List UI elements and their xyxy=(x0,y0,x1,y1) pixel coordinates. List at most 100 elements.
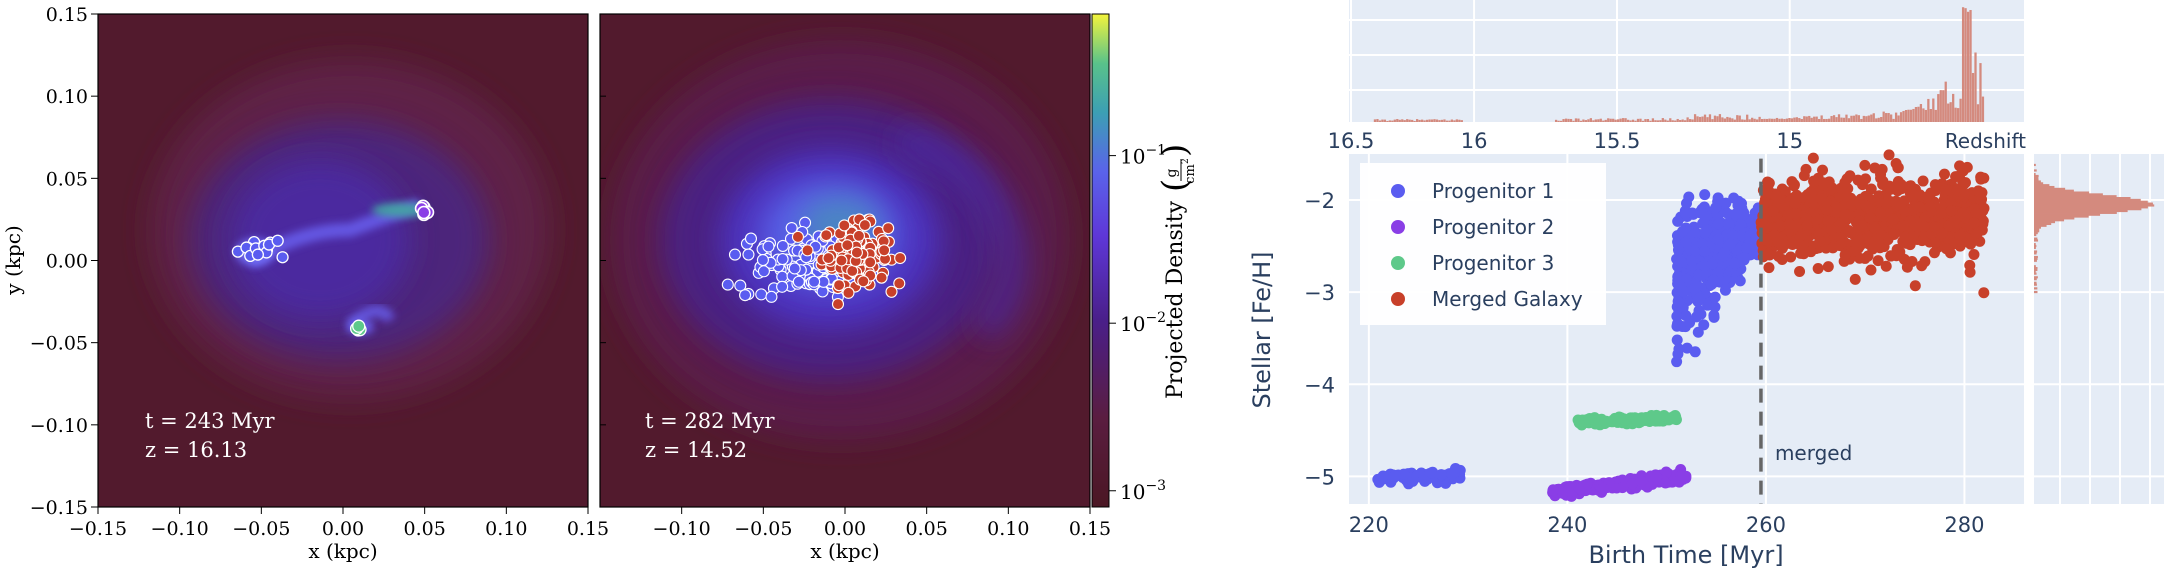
redshift-ticks: 16.5 16 15.5 15 xyxy=(1328,129,1804,153)
scatter-point xyxy=(1959,212,1971,224)
right-hist-bar xyxy=(2034,197,2131,200)
top-hist-bar xyxy=(1614,119,1617,122)
scatter-point xyxy=(1699,189,1711,201)
scatter-point xyxy=(1377,470,1389,482)
scatter-point xyxy=(1916,260,1928,272)
star-marker-merged xyxy=(882,222,895,235)
top-hist-bar xyxy=(1897,115,1900,122)
star-marker-merged xyxy=(864,256,877,269)
top-hist-bar xyxy=(1969,9,1972,123)
top-hist-bar xyxy=(1765,118,1769,122)
scatter-point xyxy=(1631,414,1643,426)
top-hist-bar xyxy=(1887,113,1890,122)
top-hist-bar xyxy=(1857,115,1861,122)
scatter-point xyxy=(1839,177,1851,189)
scatter-point xyxy=(1689,283,1701,295)
colorbar-tick-label: 10−1 xyxy=(1120,143,1166,169)
top-hist-bar xyxy=(1919,104,1923,122)
xtick-label-left: 0.10 xyxy=(485,518,527,540)
top-hist-bar xyxy=(1639,118,1642,122)
ytick-label-left: −0.15 xyxy=(30,497,88,519)
top-histogram: 16.5 16 15.5 15 Redshift xyxy=(1328,0,2026,153)
top-hist-bar xyxy=(1954,107,1957,122)
panel-left-gas xyxy=(98,14,588,507)
scatter-point xyxy=(1961,161,1973,173)
top-hist-bar xyxy=(1599,118,1602,122)
legend-item-progenitor-2[interactable]: Progenitor 2 xyxy=(1391,215,1554,239)
star-marker-progenitor-1 xyxy=(765,290,778,303)
star-marker-merged xyxy=(841,239,854,252)
scatter-point xyxy=(1880,197,1892,209)
scatter-point xyxy=(1671,334,1683,346)
top-hist-bar xyxy=(1981,96,1985,122)
scatter-point xyxy=(1822,215,1834,227)
right-hist-bar xyxy=(2034,233,2037,237)
legend-item-merged-galaxy[interactable]: Merged Galaxy xyxy=(1391,287,1583,311)
scatter-point xyxy=(1782,208,1794,220)
top-hist-bar xyxy=(1428,119,1431,122)
top-hist-bar xyxy=(1832,115,1836,122)
top-hist-bar xyxy=(1587,119,1590,122)
star-marker-progenitor-3 xyxy=(352,319,366,333)
scatter-point xyxy=(1849,273,1861,285)
scatter-point xyxy=(1776,253,1788,265)
scatter-point xyxy=(1651,471,1663,483)
top-hist-bar xyxy=(1909,109,1913,122)
top-hist-bar xyxy=(1840,117,1843,122)
scatter-point xyxy=(1788,180,1800,192)
top-hist-bar xyxy=(1721,117,1724,122)
right-hist-bar xyxy=(2034,193,2103,196)
top-hist-bar xyxy=(1885,113,1888,122)
star-marker-merged xyxy=(875,271,888,284)
colorbar-unit-exp: 2 xyxy=(1181,158,1191,164)
scatter-point xyxy=(1885,183,1897,195)
scatter-point xyxy=(1673,278,1685,290)
merge-label: merged xyxy=(1775,441,1852,465)
top-hist-bar xyxy=(1855,114,1858,122)
scatter-point xyxy=(1834,240,1846,252)
top-hist-bar xyxy=(1748,119,1751,122)
scatter-point xyxy=(1699,227,1711,239)
top-hist-bar xyxy=(1676,118,1679,122)
top-hist-bar xyxy=(1651,118,1655,122)
top-hist-bar xyxy=(1875,118,1878,122)
scatter-point xyxy=(1435,469,1447,481)
scatter-point xyxy=(1899,205,1911,217)
top-hist-bar xyxy=(1971,73,1975,122)
legend-item-progenitor-1[interactable]: Progenitor 1 xyxy=(1391,179,1554,203)
scatter-point xyxy=(1951,184,1963,196)
right-hist-bar xyxy=(2034,176,2039,179)
top-hist-bar xyxy=(1396,119,1399,122)
top-hist-bar xyxy=(1579,120,1583,122)
scatter-point xyxy=(1812,263,1824,275)
scatter-point xyxy=(1616,482,1628,494)
legend-label-progenitor-2: Progenitor 2 xyxy=(1432,215,1554,239)
scatter-point xyxy=(1713,218,1725,230)
star-marker-progenitor-1 xyxy=(792,275,805,288)
legend-marker-merged-galaxy xyxy=(1391,292,1405,306)
legend-item-progenitor-3[interactable]: Progenitor 3 xyxy=(1391,251,1554,275)
right-hist-bar xyxy=(2034,215,2089,218)
star-marker-progenitor-1 xyxy=(785,222,798,235)
colorbar-tick-label: 10−2 xyxy=(1120,310,1166,336)
star-marker-progenitor-1 xyxy=(271,234,284,247)
star-marker-progenitor-1 xyxy=(762,240,775,253)
top-hist-bar xyxy=(1403,120,1406,122)
scatter-point xyxy=(1880,260,1892,272)
top-hist-bar xyxy=(1947,103,1950,122)
top-hist-bar xyxy=(1567,118,1570,122)
colorbar-gradient xyxy=(1091,13,1110,508)
top-hist-bar xyxy=(1964,8,1967,123)
top-hist-bar xyxy=(1850,115,1853,122)
top-hist-bar xyxy=(1656,120,1660,122)
scatter-point xyxy=(1598,415,1610,427)
top-hist-bar xyxy=(1795,117,1798,122)
top-hist-bar xyxy=(1773,118,1776,122)
scatter-point xyxy=(1841,191,1853,203)
star-marker-progenitor-1 xyxy=(776,280,789,293)
top-hist-bar xyxy=(1976,104,1980,122)
xtick-label-right: 0.05 xyxy=(906,518,948,540)
scatter-point xyxy=(1778,239,1790,251)
top-hist-bar xyxy=(1974,52,1977,122)
scatter-point xyxy=(1425,467,1437,479)
